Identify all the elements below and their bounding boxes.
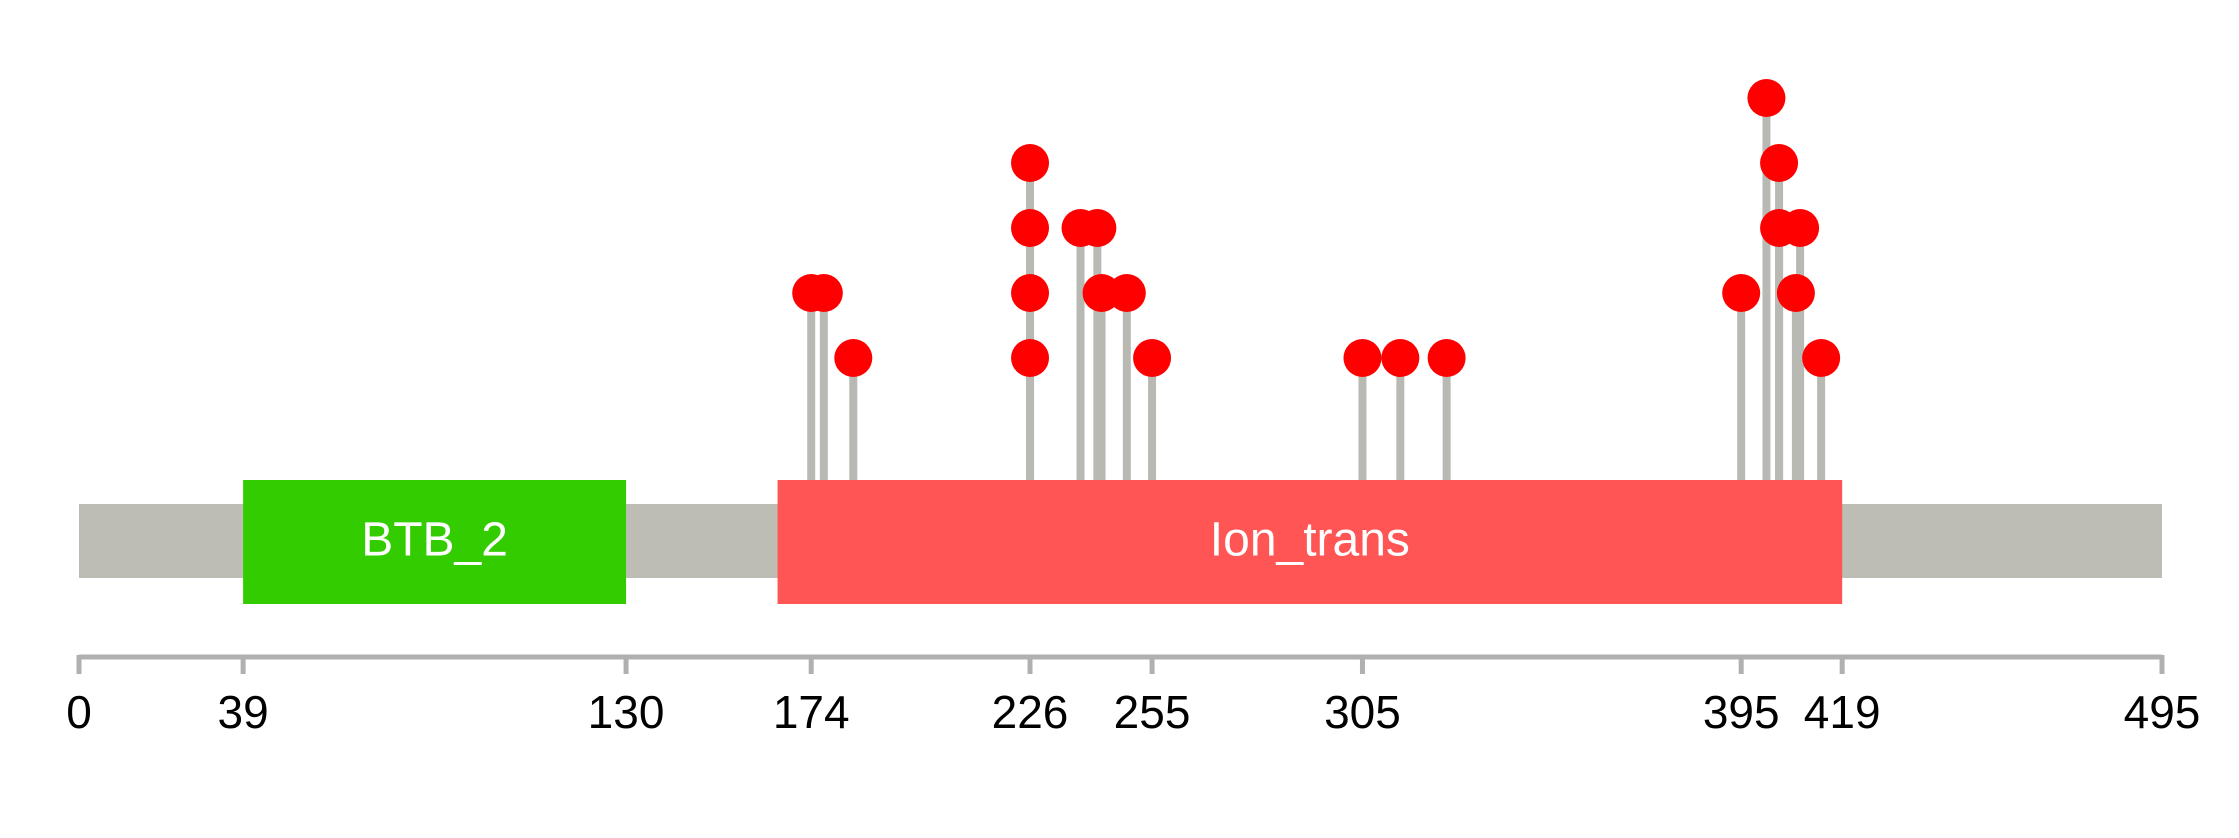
x-tick-label: 255 [1114, 686, 1191, 738]
domain [243, 480, 627, 604]
mutation-dot [1011, 209, 1050, 247]
mutation-dot [1802, 339, 1841, 377]
x-tick-label: 495 [2124, 686, 2201, 738]
mutation-dot [804, 274, 843, 312]
mutation-dot [1133, 339, 1172, 377]
mutation-dot [1427, 339, 1466, 377]
domain-label: Ion_trans [1210, 514, 1410, 567]
x-tick-label: 226 [992, 686, 1069, 738]
x-tick-label: 130 [588, 686, 665, 738]
mutation-dot [1078, 209, 1117, 247]
mutation-dot [1381, 339, 1420, 377]
mutation-dot [1760, 144, 1799, 182]
domain [777, 480, 1843, 604]
x-tick-label: 39 [218, 686, 269, 738]
x-tick-label: 395 [1703, 686, 1780, 738]
mutation-dot [1747, 79, 1786, 117]
mutation-dot [1722, 274, 1761, 312]
x-tick-label: 174 [773, 686, 850, 738]
mutation-dot [834, 339, 873, 377]
mutation-dot [1107, 274, 1146, 312]
x-tick-label: 419 [1804, 686, 1881, 738]
mutation-dot [1781, 209, 1820, 247]
domain-label: BTB_2 [361, 514, 508, 567]
x-tick-label: 0 [66, 686, 92, 738]
mutation-dot [1011, 274, 1050, 312]
mutation-dot [1776, 274, 1815, 312]
mutation-dot [1343, 339, 1382, 377]
mutation-dot [1011, 339, 1050, 377]
mutation-dot [1011, 144, 1050, 182]
x-tick-label: 305 [1324, 686, 1401, 738]
